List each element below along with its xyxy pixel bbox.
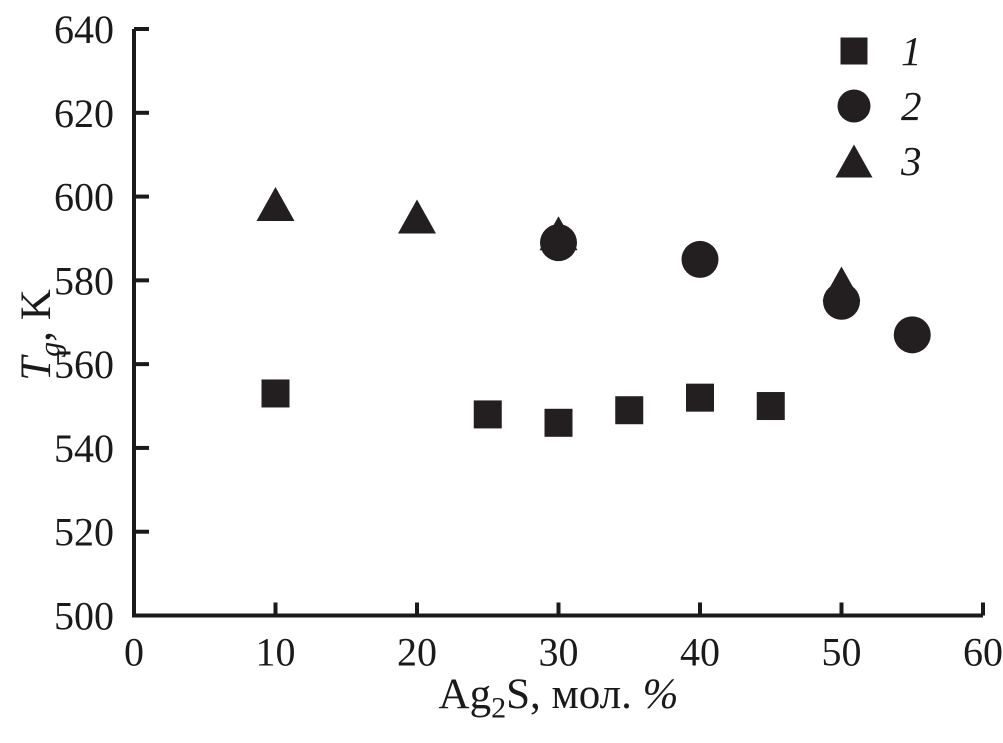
data-point-square <box>686 383 714 412</box>
x-tick-label: 30 <box>539 630 579 675</box>
data-point-square <box>615 396 644 425</box>
y-axis-label-symbol: T <box>13 356 60 381</box>
data-point-circle <box>823 282 860 320</box>
legend-item-2: 2 <box>833 78 922 133</box>
circle-marker-icon <box>833 85 875 127</box>
x-axis-label-unit: S, мол. <box>506 671 643 718</box>
data-point-circle <box>681 240 719 278</box>
legend: 1 2 3 <box>833 23 922 188</box>
y-tick-label: 560 <box>54 342 114 387</box>
x-axis-label-subscript: 2 <box>491 690 507 725</box>
data-point-square <box>756 392 785 421</box>
data-point-triangle <box>256 186 295 221</box>
y-axis-label-unit: , K <box>13 289 60 342</box>
x-tick-label: 50 <box>822 630 862 675</box>
y-tick-label: 600 <box>54 175 114 220</box>
x-axis-label-formula: Ag <box>438 671 492 718</box>
legend-item-3: 3 <box>833 133 922 188</box>
y-axis-label-subscript: g <box>32 341 67 357</box>
legend-label-3: 3 <box>901 137 922 184</box>
x-tick-label: 10 <box>256 630 296 675</box>
legend-label-2: 2 <box>901 82 922 129</box>
x-tick-label: 60 <box>963 630 1003 675</box>
y-tick-label: 580 <box>54 258 114 303</box>
legend-item-1: 1 <box>833 23 922 78</box>
y-axis-label: Tg, K <box>9 185 67 485</box>
y-tick-label: 500 <box>54 594 114 639</box>
data-point-square <box>544 408 573 437</box>
data-point-square <box>473 400 502 429</box>
x-tick-label: 40 <box>680 630 720 675</box>
y-tick-label: 540 <box>54 426 114 471</box>
x-tick-label: 20 <box>397 630 437 675</box>
triangle-marker-icon <box>833 140 875 182</box>
data-point-circle <box>893 316 931 354</box>
square-marker-icon <box>833 30 875 72</box>
x-axis-label-percent: % <box>642 671 679 718</box>
legend-label-1: 1 <box>901 27 922 74</box>
data-point-circle <box>540 224 577 262</box>
x-axis-label: Ag2S, мол. % <box>134 670 983 730</box>
x-tick-label: 0 <box>124 630 144 675</box>
y-tick-label: 620 <box>54 91 114 136</box>
y-tick-label: 640 <box>54 7 114 52</box>
data-point-square <box>261 379 290 408</box>
data-point-triangle <box>398 199 436 234</box>
y-tick-label: 520 <box>54 510 114 555</box>
